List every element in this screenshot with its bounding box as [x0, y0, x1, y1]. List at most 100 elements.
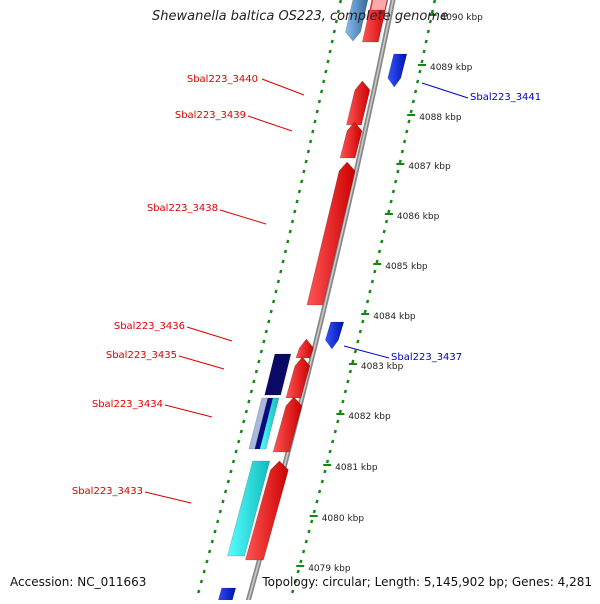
reverse-cds-feature[interactable]	[387, 53, 408, 88]
outer-dotted-guide	[291, 589, 295, 594]
gene-label[interactable]: Sbal223_3438	[147, 203, 218, 214]
outer-dotted-guide	[315, 499, 319, 504]
outer-dotted-guide	[296, 569, 300, 574]
inner-dotted-guide	[319, 89, 324, 94]
inner-dotted-guide	[281, 259, 285, 264]
reverse-cds-feature[interactable]	[216, 587, 237, 604]
inner-dotted-guide	[267, 319, 271, 324]
outer-dotted-guide	[365, 299, 370, 304]
outer-dotted-guide	[407, 119, 411, 124]
inner-dotted-guide	[269, 309, 273, 314]
inner-dotted-guide	[330, 39, 334, 44]
outer-dotted-guide	[358, 329, 362, 334]
outer-dotted-guide	[402, 139, 407, 144]
inner-dotted-guide	[254, 369, 259, 374]
inner-dotted-guide	[221, 499, 225, 504]
inner-dotted-guide	[332, 29, 336, 34]
forward-cds-feature[interactable]	[272, 396, 303, 453]
outer-dotted-guide	[368, 289, 372, 294]
inner-dotted-guide	[202, 569, 206, 574]
outer-dotted-guide	[353, 349, 358, 354]
outer-dotted-guide	[398, 159, 402, 164]
inner-dotted-guide	[257, 359, 261, 364]
outer-dotted-guide	[382, 229, 386, 234]
inner-dotted-guide	[315, 109, 319, 114]
gene-label[interactable]: Sbal223_3435	[106, 350, 177, 361]
gene-leader-line	[247, 115, 293, 132]
inner-dotted-guide	[218, 509, 222, 514]
forward-cds-feature[interactable]	[285, 356, 311, 399]
inner-dotted-guide	[334, 19, 339, 24]
cyan-feature[interactable]	[259, 397, 280, 450]
outer-dotted-guide	[336, 419, 340, 424]
outer-dotted-guide	[420, 59, 424, 64]
inner-dotted-guide	[247, 399, 251, 404]
gene-label[interactable]: Sbal223_3439	[175, 110, 246, 121]
scale-tick-label: 4087 kbp	[408, 162, 451, 172]
outer-dotted-guide	[411, 99, 416, 104]
outer-dotted-guide	[422, 49, 426, 54]
outer-dotted-guide	[338, 409, 343, 414]
forward-cds-feature[interactable]	[339, 121, 363, 159]
inner-dotted-guide	[262, 339, 266, 344]
inner-dotted-guide	[231, 459, 236, 464]
inner-dotted-guide	[244, 409, 249, 414]
gene-label[interactable]: Sbal223_3440	[187, 74, 258, 85]
inner-dotted-guide	[326, 59, 330, 64]
outer-dotted-guide	[331, 439, 335, 444]
outer-dotted-guide	[351, 359, 355, 364]
inner-dotted-guide	[306, 149, 311, 154]
inner-dotted-guide	[234, 449, 238, 454]
forward-cds-feature[interactable]	[306, 161, 356, 306]
outer-dotted-guide	[413, 89, 418, 94]
outer-dotted-guide	[333, 429, 337, 434]
gene-label[interactable]: Sbal223_3436	[114, 321, 185, 332]
outer-dotted-guide	[312, 509, 316, 514]
scale-tick-label: 4088 kbp	[419, 113, 462, 123]
inner-dotted-guide	[210, 539, 214, 544]
forward-cds-feature[interactable]	[361, 0, 389, 43]
outer-dotted-guide	[325, 459, 330, 464]
dark-feature[interactable]	[264, 353, 292, 396]
inner-dotted-guide	[313, 119, 317, 124]
gene-label[interactable]: Sbal223_3433	[72, 486, 143, 497]
inner-dotted-guide	[283, 249, 288, 254]
outer-dotted-guide	[428, 19, 433, 24]
inner-dotted-guide	[322, 79, 326, 84]
inner-dotted-guide	[242, 419, 246, 424]
inner-dotted-guide	[286, 239, 290, 244]
steel-feature[interactable]	[345, 0, 370, 42]
scale-tick-label: 4090 kbp	[440, 13, 483, 23]
outer-dotted-guide	[389, 199, 393, 204]
inner-dotted-guide	[199, 579, 204, 584]
forward-cds-feature[interactable]	[245, 460, 289, 561]
outer-dotted-guide	[391, 189, 396, 194]
outer-dotted-guide	[299, 559, 303, 564]
scale-tick-label: 4084 kbp	[373, 312, 416, 322]
inner-dotted-guide	[336, 9, 341, 14]
gene-leader-line	[178, 355, 225, 370]
inner-dotted-guide	[317, 99, 322, 104]
inner-dotted-guide	[288, 229, 292, 234]
outer-dotted-guide	[320, 479, 324, 484]
outer-dotted-guide	[341, 399, 345, 404]
scale-tick-label: 4080 kbp	[322, 514, 365, 524]
inner-dotted-guide	[197, 589, 201, 594]
gene-label[interactable]: Sbal223_3437	[391, 352, 462, 363]
reverse-cds-feature[interactable]	[325, 321, 345, 350]
gene-label[interactable]: Sbal223_3441	[470, 92, 541, 103]
scale-tick-label: 4085 kbp	[385, 262, 428, 272]
outer-dotted-guide	[310, 519, 314, 524]
inner-dotted-guide	[205, 559, 209, 564]
scale-tick-label: 4081 kbp	[335, 463, 378, 473]
gene-label[interactable]: Sbal223_3434	[92, 399, 163, 410]
inner-dotted-guide	[311, 129, 315, 134]
outer-dotted-guide	[375, 259, 379, 264]
outer-dotted-guide	[346, 379, 350, 384]
pink-feature[interactable]	[370, 0, 388, 11]
forward-cds-feature[interactable]	[295, 338, 314, 359]
cyan-feature[interactable]	[227, 460, 271, 557]
outer-dotted-guide	[394, 179, 398, 184]
